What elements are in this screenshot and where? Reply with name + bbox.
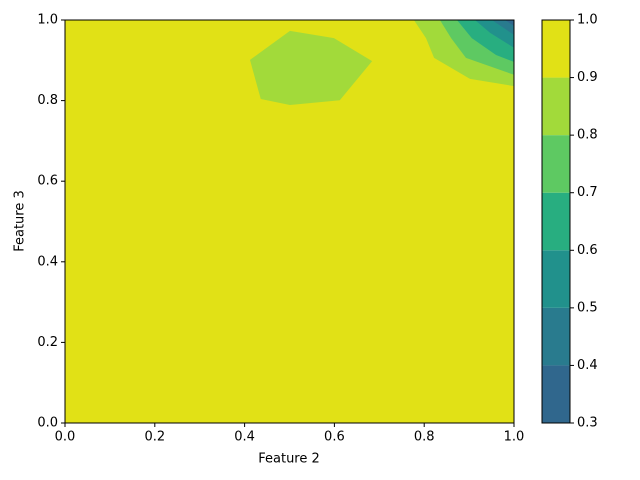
contour-region xyxy=(249,30,373,106)
colorbar-tick-label: 0.4 xyxy=(577,358,598,373)
colorbar-tick-label: 0.9 xyxy=(577,70,598,85)
y-tick-label: 0.6 xyxy=(37,174,58,189)
y-axis-label: Feature 3 xyxy=(13,190,28,252)
x-tick-label: 0.8 xyxy=(414,430,435,445)
x-tick-label: 0.0 xyxy=(55,430,76,445)
colorbar-band xyxy=(542,307,570,366)
colorbar-tick-label: 0.3 xyxy=(577,416,598,431)
colorbar-tick-label: 0.6 xyxy=(577,243,598,258)
y-tick-label: 0.4 xyxy=(37,254,58,269)
y-tick-label: 0.2 xyxy=(37,335,58,350)
colorbar-tick-label: 0.8 xyxy=(577,128,598,143)
y-tick-label: 0.0 xyxy=(37,416,58,431)
colorbar-band xyxy=(542,192,570,251)
x-axis-label: Feature 2 xyxy=(258,452,320,467)
colorbar-band xyxy=(542,20,570,78)
colorbar-band xyxy=(542,77,570,136)
colorbar-band xyxy=(542,250,570,308)
contour-region xyxy=(505,20,514,27)
colorbar-band xyxy=(542,135,570,193)
y-tick-label: 0.8 xyxy=(37,93,58,108)
colorbar-tick-label: 1.0 xyxy=(577,13,598,28)
colorbar-tick-label: 0.7 xyxy=(577,185,598,200)
x-tick-label: 0.6 xyxy=(324,430,345,445)
x-tick-label: 1.0 xyxy=(504,430,525,445)
contour-region xyxy=(65,20,514,423)
y-tick-label: 1.0 xyxy=(37,13,58,28)
colorbar-frame xyxy=(541,19,571,424)
plot-frame xyxy=(64,19,515,424)
x-tick-label: 0.2 xyxy=(144,430,165,445)
colorbar-tick-label: 0.5 xyxy=(577,300,598,315)
x-tick-label: 0.4 xyxy=(234,430,255,445)
contour-region xyxy=(491,20,514,35)
colorbar-band xyxy=(542,365,570,423)
